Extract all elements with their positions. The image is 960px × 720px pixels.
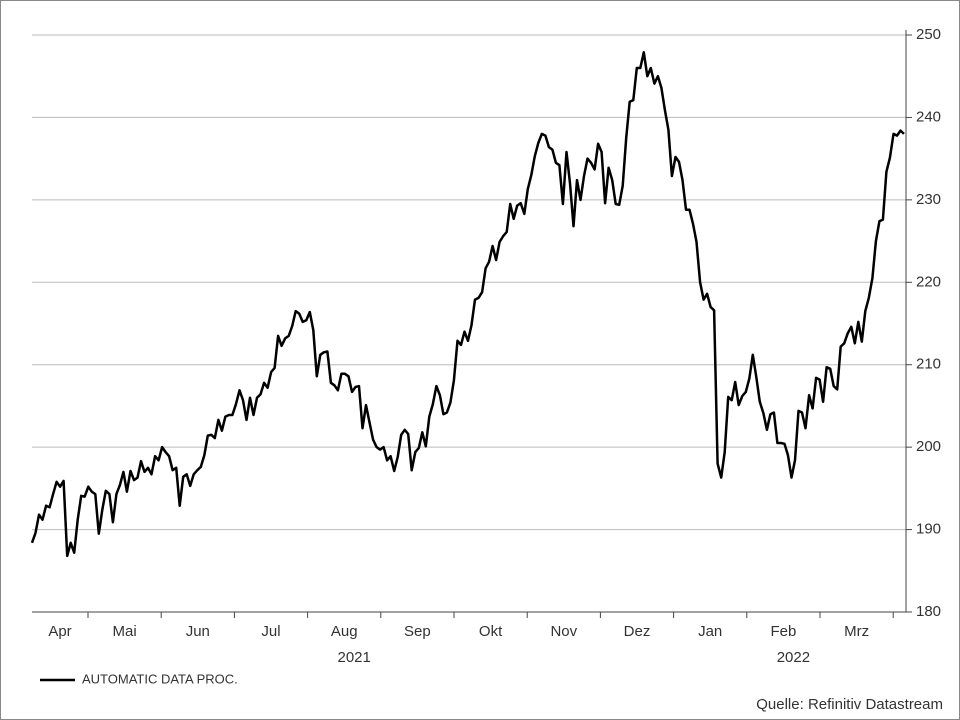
x-tick-label: Jun — [186, 623, 210, 640]
source: Quelle: Refinitiv Datastream — [756, 696, 943, 713]
x-tick-label: Okt — [479, 623, 503, 640]
x-tick-label: Feb — [770, 623, 796, 640]
year-label: 2022 — [777, 649, 810, 666]
x-tick-label: Mai — [113, 623, 137, 640]
year-label: 2021 — [338, 649, 371, 666]
y-tick-label: 210 — [916, 356, 941, 373]
y-tick-label: 200 — [916, 438, 941, 455]
y-tick-label: 220 — [916, 273, 941, 290]
y-tick-label: 190 — [916, 521, 941, 538]
y-tick-label: 180 — [916, 603, 941, 620]
y-tick-label: 250 — [916, 26, 941, 43]
price-line — [30, 51, 905, 558]
x-tick-label: Mrz — [844, 623, 869, 640]
x-tick-label: Aug — [331, 623, 358, 640]
x-tick-label: Sep — [404, 623, 431, 640]
x-tick-label: Jul — [261, 623, 280, 640]
y-tick-label: 240 — [916, 108, 941, 125]
x-tick-label: Jan — [698, 623, 722, 640]
x-tick-label: Apr — [48, 623, 71, 640]
x-tick-label: Dez — [624, 623, 651, 640]
legend-label: AUTOMATIC DATA PROC. — [82, 671, 238, 686]
y-tick-label: 230 — [916, 191, 941, 208]
x-tick-label: Nov — [550, 623, 577, 640]
